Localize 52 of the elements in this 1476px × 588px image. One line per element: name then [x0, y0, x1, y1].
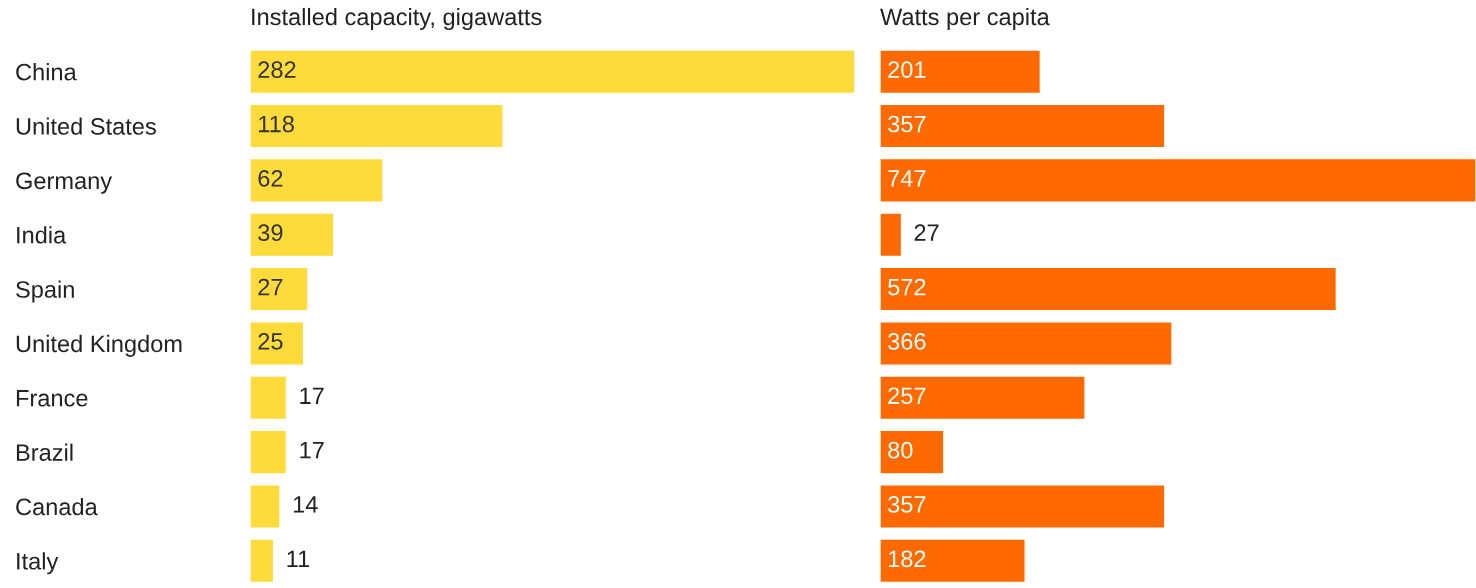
bar — [250, 49, 855, 95]
y-tick-label: United Kingdom — [16, 334, 182, 357]
data-label: 27 — [914, 224, 939, 241]
bar — [880, 320, 1173, 366]
data-label: 257 — [888, 387, 926, 405]
data-label: 357 — [888, 496, 926, 513]
bar — [880, 375, 1086, 421]
bar — [250, 375, 288, 421]
bar — [250, 320, 305, 366]
y-tick-label: China — [16, 63, 77, 81]
y-tick-label: Brazil — [16, 443, 73, 461]
y-tick-label: Germany — [16, 172, 113, 194]
y-tick-label: France — [16, 390, 88, 407]
bar — [880, 429, 945, 475]
y-tick-label: India — [17, 226, 67, 244]
data-label: 357 — [888, 115, 926, 133]
y-tick-label: Canada — [16, 497, 98, 516]
data-label: 25 — [258, 333, 283, 350]
data-label: 17 — [300, 441, 324, 459]
chart-title: Watts per capita — [880, 7, 1050, 30]
bar — [880, 484, 1166, 529]
data-label: 39 — [258, 224, 283, 242]
bar — [880, 49, 1042, 95]
data-label: 747 — [888, 170, 926, 187]
bar — [880, 538, 1026, 584]
data-label: 118 — [259, 115, 294, 133]
data-label: 17 — [300, 387, 324, 404]
data-label: 14 — [293, 496, 318, 513]
data-label: 201 — [888, 61, 926, 79]
data-label: 11 — [287, 550, 310, 567]
data-label: 62 — [258, 169, 283, 187]
bar — [250, 212, 335, 258]
y-tick-label: Italy — [17, 552, 59, 575]
bar — [880, 212, 903, 258]
bar — [880, 103, 1166, 149]
bar — [880, 157, 1476, 203]
y-tick-label: Spain — [16, 280, 74, 303]
bar — [880, 266, 1338, 312]
data-label: 182 — [888, 550, 926, 568]
y-tick-label: United States — [16, 117, 156, 135]
bar — [250, 484, 281, 529]
bar — [250, 429, 288, 475]
data-label: 27 — [258, 278, 283, 296]
data-label: 366 — [888, 333, 926, 350]
chart-title: Installed capacity, gigawatts — [252, 7, 542, 30]
bar — [250, 538, 275, 584]
data-label: 282 — [258, 61, 296, 79]
data-label: 80 — [888, 441, 913, 459]
bar — [250, 157, 384, 203]
bar — [250, 103, 504, 149]
data-label: 572 — [888, 278, 926, 296]
bar — [250, 266, 309, 312]
